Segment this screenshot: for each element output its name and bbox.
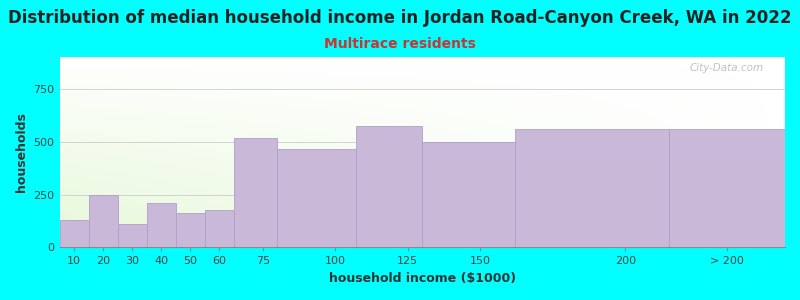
Bar — [89, 194, 118, 248]
Bar — [669, 129, 785, 248]
Bar — [515, 129, 669, 248]
Text: Distribution of median household income in Jordan Road-Canyon Creek, WA in 2022: Distribution of median household income … — [8, 9, 792, 27]
Bar — [277, 149, 355, 248]
Bar — [422, 142, 515, 248]
Bar — [205, 210, 234, 248]
Bar — [355, 126, 422, 248]
Bar — [176, 212, 205, 247]
Text: Multirace residents: Multirace residents — [324, 38, 476, 52]
Y-axis label: households: households — [15, 112, 28, 192]
X-axis label: household income ($1000): household income ($1000) — [329, 272, 516, 285]
Bar — [234, 139, 277, 247]
Bar — [146, 203, 176, 248]
Text: City-Data.com: City-Data.com — [689, 63, 763, 73]
Bar — [59, 220, 89, 248]
Bar — [118, 224, 146, 247]
